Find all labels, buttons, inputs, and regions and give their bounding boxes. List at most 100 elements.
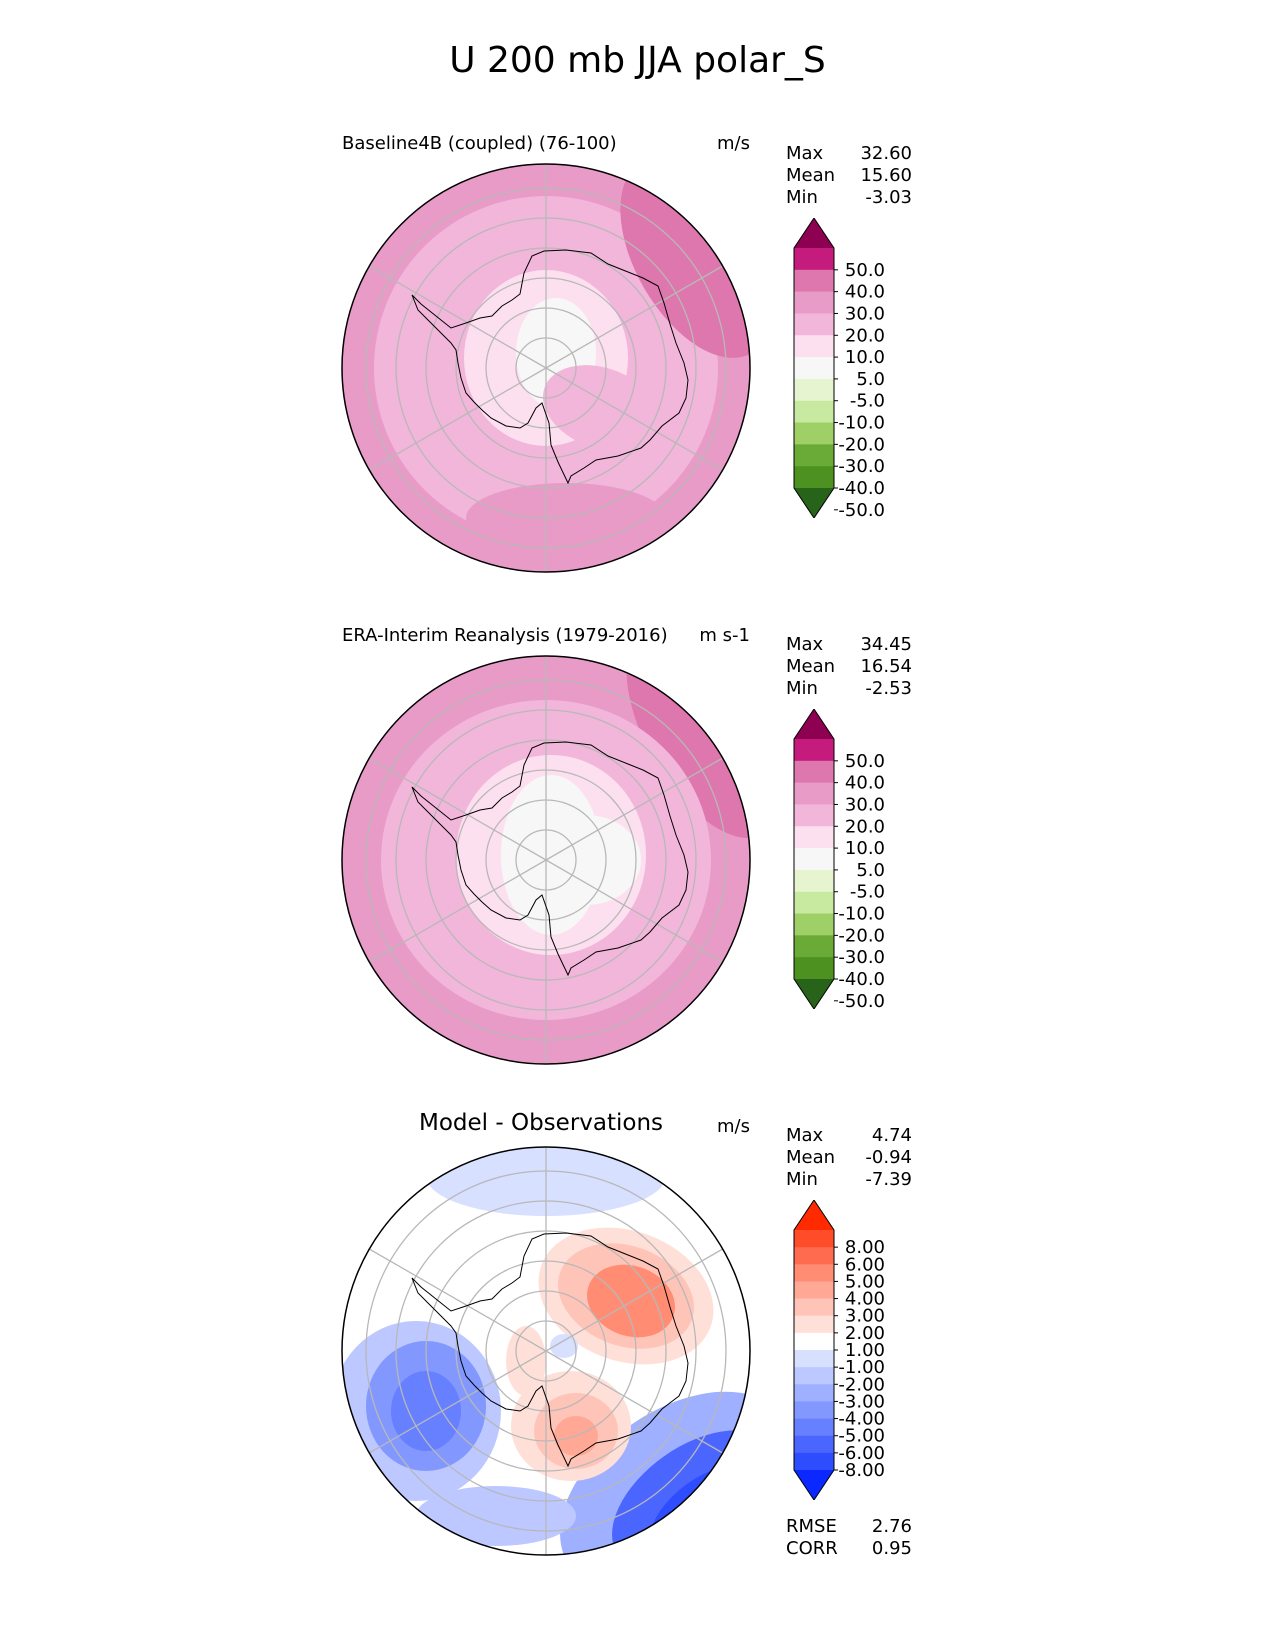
meridian-line [369,757,547,861]
colorbar-tick-label: -3.00 [838,1391,885,1412]
colorbar-segment [794,422,834,445]
pole-extension [531,815,641,905]
colorbar-tick-label: 5.00 [845,1271,885,1292]
colorbar-tick-label: -50.0 [838,500,885,518]
colorbar-tick-label: -1.00 [838,1357,885,1378]
meridian-line [545,1248,723,1352]
graticule [365,164,727,572]
panel-1-units: m/s [717,133,750,154]
colorbar-tick-label: 40.0 [845,282,885,303]
colorbar-tick-label: 20.0 [845,325,885,346]
stat-max: Max 4.74 [786,1125,912,1146]
colorbar-segment [794,891,834,915]
colorbar-tick-label: 30.0 [845,303,885,324]
colorbar-tick-label: 5.0 [856,369,885,390]
panel-2-polar-map [341,655,751,1065]
colorbar-tick-label: 1.00 [845,1340,885,1361]
colorbar-tick-label: 20.0 [845,816,885,837]
colorbar-extend-max [794,218,834,248]
panel-2-colorbar: 50.040.030.020.010.05.0-5.0-10.0-20.0-30… [793,709,885,1009]
colorbar-tick-label: -20.0 [838,434,885,455]
stat-min: Min -3.03 [786,187,912,208]
panel-3-title: Model - Observations [419,1110,664,1136]
colorbar-segment [794,313,834,336]
colorbar-segment [794,1264,834,1282]
panel-1-colorbar: 50.040.030.020.010.05.0-5.0-10.0-20.0-30… [793,218,885,518]
colorbar-segment [794,378,834,402]
colorbar-segment [794,269,834,293]
panel-2-stats: Max 34.45 Mean 16.54 Min -2.53 [786,634,912,700]
colorbar-segment [794,826,834,849]
meridian-line [545,1350,723,1454]
colorbar-tick-label: -8.00 [838,1460,885,1481]
colorbar-segment [794,1298,834,1317]
panel-3-metrics: RMSE 2.76 CORR 0.95 [786,1516,912,1560]
meridian-line [369,1248,547,1352]
meridian-line [369,265,547,369]
colorbar-segment [794,1350,834,1368]
colorbar-segment [794,935,834,958]
stat-mean: Mean 16.54 [786,656,912,677]
pacific-band-20-30 [466,483,666,553]
stat-min: Min -2.53 [786,678,912,699]
colorbar-segment [794,466,834,489]
colorbar-tick-label: 5.0 [856,860,885,881]
map-field [342,164,750,572]
panel-3-polar-map [341,1146,751,1556]
colorbar-tick-label: -2.00 [838,1374,885,1395]
colorbar-segment [794,782,834,805]
colorbar-tick-label: 2.00 [845,1323,885,1344]
colorbar-tick-label: 30.0 [845,794,885,815]
colorbar-segment [794,804,834,827]
east-positive-core [587,1264,675,1338]
east-tongue-10-20 [542,365,660,451]
colorbar-tick-label: -6.00 [838,1443,885,1464]
atlantic-negative-core [391,1371,461,1451]
panel-3-colorbar: 8.006.005.004.003.002.001.00-1.00-2.00-3… [793,1200,885,1500]
pole-negative-spot [550,1334,578,1358]
colorbar-tick-label: 50.0 [845,751,885,772]
colorbar-tick-label: -5.0 [850,391,885,412]
colorbar-segment [794,335,834,358]
colorbar-segment [794,760,834,784]
colorbar-segment [794,357,834,380]
antarctica-coastline [411,1232,689,1468]
colorbar-segment [794,848,834,871]
colorbar-tick-label: -50.0 [838,991,885,1009]
colorbar-segment [794,291,834,314]
colorbar-segment [794,1367,834,1385]
graticule [365,656,727,1064]
panel-1-polar-map [341,163,751,573]
colorbar-tick-label: -30.0 [838,947,885,968]
colorbar-tick-label: -40.0 [838,478,885,499]
colorbar-segment [794,913,834,936]
colorbar-tick-label: -40.0 [838,969,885,990]
map-boundary [341,163,751,573]
colorbar-extend-min [794,488,834,518]
colorbar-segment [794,1332,834,1351]
colorbar-tick-label: 40.0 [845,773,885,794]
meridian-line [545,265,723,369]
colorbar-tick-label: 3.00 [845,1306,885,1327]
map-boundary [341,1146,751,1556]
colorbar-tick-label: 6.00 [845,1254,885,1275]
metric-corr: CORR 0.95 [786,1538,912,1559]
colorbar-segment [794,1418,834,1437]
meridian-line [369,1350,547,1454]
colorbar-tick-label: -5.00 [838,1426,885,1447]
colorbar-tick-label: 10.0 [845,838,885,859]
pole-positive [506,1326,546,1396]
stat-mean: Mean 15.60 [786,165,912,186]
colorbar-tick-label: -5.0 [850,882,885,903]
meridian-line [369,367,547,471]
colorbar-segment [794,1315,834,1334]
colorbar-segment [794,1247,834,1265]
colorbar-segment [794,1452,834,1471]
panel-3-units: m/s [717,1116,750,1137]
colorbar-segment [794,1401,834,1420]
colorbar-segment [794,444,834,467]
antarctica-coastline [411,741,689,977]
stat-min: Min -7.39 [786,1169,912,1190]
colorbar-tick-label: 8.00 [845,1237,885,1258]
colorbar-tick-label: -30.0 [838,456,885,477]
